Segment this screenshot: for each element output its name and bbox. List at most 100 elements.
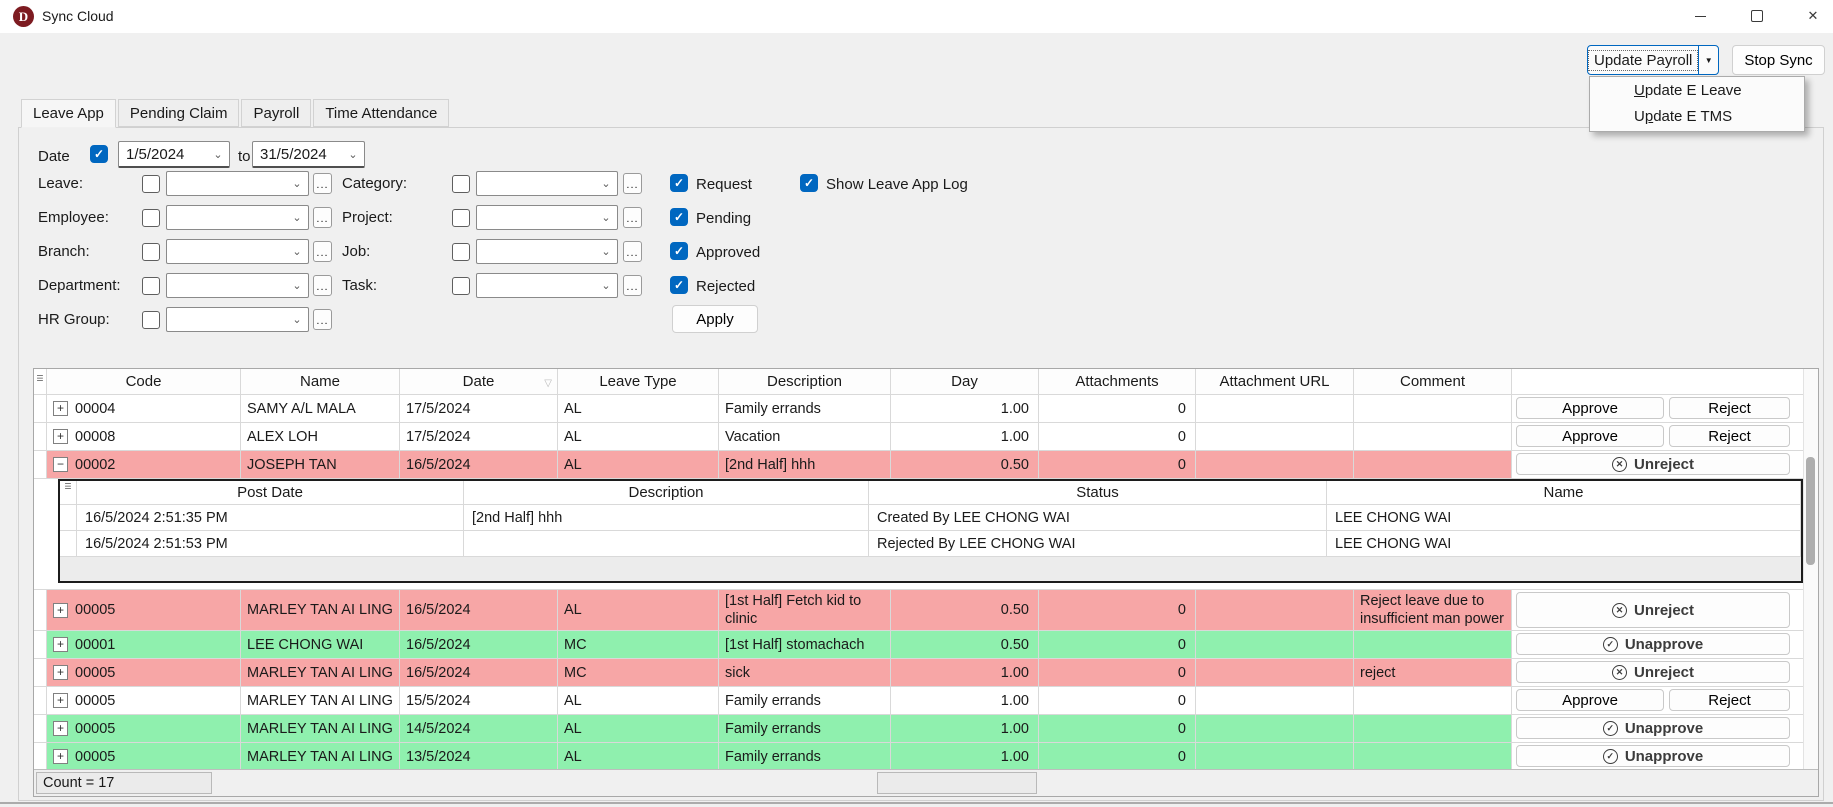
filter-more-button-task[interactable]: ... bbox=[623, 275, 642, 296]
filter-checkbox-hrgroup[interactable] bbox=[142, 311, 160, 329]
filter-more-button-project[interactable]: ... bbox=[623, 207, 642, 228]
maximize-button[interactable] bbox=[1733, 0, 1781, 32]
stop-sync-button[interactable]: Stop Sync bbox=[1732, 45, 1825, 75]
filter-more-button-leave[interactable]: ... bbox=[313, 173, 332, 194]
tab-pending-claim[interactable]: Pending Claim bbox=[118, 99, 240, 127]
unapprove-button[interactable]: ✓Unapprove bbox=[1516, 717, 1790, 739]
filter-checkbox-project[interactable] bbox=[452, 209, 470, 227]
filter-more-button-hrgroup[interactable]: ... bbox=[313, 309, 332, 330]
apply-button[interactable]: Apply bbox=[672, 305, 758, 333]
filter-more-button-job[interactable]: ... bbox=[623, 241, 642, 262]
status-label-request: Request bbox=[696, 176, 752, 193]
grid-header-cell-url[interactable]: Attachment URL bbox=[1196, 369, 1354, 395]
expand-row-icon[interactable]: + bbox=[53, 721, 68, 736]
unreject-button[interactable]: ✕Unreject bbox=[1516, 661, 1790, 683]
status-checkbox-rejected[interactable]: ✓ bbox=[670, 276, 688, 294]
grid-vscroll-thumb[interactable] bbox=[1806, 457, 1815, 565]
expand-row-icon[interactable]: + bbox=[53, 749, 68, 764]
expand-row-icon[interactable]: + bbox=[53, 429, 68, 444]
tab-leave-app[interactable]: Leave App bbox=[21, 99, 116, 128]
filter-checkbox-branch[interactable] bbox=[142, 243, 160, 261]
tab-payroll[interactable]: Payroll bbox=[241, 99, 311, 127]
filter-combobox-project[interactable]: ⌄ bbox=[476, 205, 618, 230]
update-payroll-split-button[interactable]: Update Payroll ▼ bbox=[1587, 45, 1719, 75]
filter-checkbox-department[interactable] bbox=[142, 277, 160, 295]
approve-button[interactable]: Approve bbox=[1516, 689, 1664, 711]
grid-header-cell-date[interactable]: Date▽ bbox=[400, 369, 558, 395]
tab-time-attendance[interactable]: Time Attendance bbox=[313, 99, 449, 127]
reject-button[interactable]: Reject bbox=[1669, 425, 1790, 447]
cell-leave-type: AL bbox=[558, 395, 719, 423]
filter-combobox-job[interactable]: ⌄ bbox=[476, 239, 618, 264]
grid-header-cell-code[interactable]: Code bbox=[47, 369, 241, 395]
expand-row-icon[interactable]: + bbox=[53, 637, 68, 652]
filter-checkbox-leave[interactable] bbox=[142, 175, 160, 193]
grid-header-cell-day[interactable]: Day bbox=[891, 369, 1039, 395]
table-row: +00008ALEX LOH17/5/2024ALVacation1.000Ap… bbox=[34, 423, 1818, 451]
filter-more-button-branch[interactable]: ... bbox=[313, 241, 332, 262]
cell-comment bbox=[1354, 395, 1512, 423]
grid-header-cell-att[interactable]: Attachments bbox=[1039, 369, 1196, 395]
expand-row-icon[interactable]: + bbox=[53, 693, 68, 708]
date-to-combobox[interactable]: 31/5/2024 ⌄ bbox=[252, 141, 365, 168]
filter-combobox-employee[interactable]: ⌄ bbox=[166, 205, 309, 230]
log-header-cell-post-date[interactable]: Post Date bbox=[77, 481, 464, 505]
cell-actions: ✓Unapprove bbox=[1512, 743, 1818, 771]
expand-row-icon[interactable]: + bbox=[53, 603, 68, 618]
cell-comment: reject bbox=[1354, 659, 1512, 687]
grid-header-cell-comment[interactable]: Comment bbox=[1354, 369, 1512, 395]
chevron-down-icon: ⌄ bbox=[286, 211, 308, 224]
filter-more-button-employee[interactable]: ... bbox=[313, 207, 332, 228]
unreject-button[interactable]: ✕Unreject bbox=[1516, 592, 1790, 628]
filter-combobox-task[interactable]: ⌄ bbox=[476, 273, 618, 298]
filter-checkbox-job[interactable] bbox=[452, 243, 470, 261]
action-label: Unapprove bbox=[1625, 748, 1703, 765]
approve-button[interactable]: Approve bbox=[1516, 397, 1664, 419]
filter-combobox-category[interactable]: ⌄ bbox=[476, 171, 618, 196]
approve-button[interactable]: Approve bbox=[1516, 425, 1664, 447]
filter-checkbox-employee[interactable] bbox=[142, 209, 160, 227]
menu-item-update-e-tms[interactable]: Update E TMS bbox=[1590, 104, 1804, 130]
show-leave-app-log-checkbox[interactable]: ✓ bbox=[800, 174, 818, 192]
cell-code: +00005 bbox=[47, 687, 241, 715]
reject-button[interactable]: Reject bbox=[1669, 397, 1790, 419]
date-filter-checkbox[interactable]: ✓ bbox=[90, 145, 108, 163]
row-indicator-cell bbox=[34, 659, 47, 687]
update-payroll-label-area[interactable]: Update Payroll bbox=[1588, 46, 1698, 74]
reject-button[interactable]: Reject bbox=[1669, 689, 1790, 711]
grid-header-cell-type[interactable]: Leave Type bbox=[558, 369, 719, 395]
minimize-button[interactable] bbox=[1676, 0, 1724, 32]
log-header-cell-description[interactable]: Description bbox=[464, 481, 869, 505]
status-checkbox-request[interactable]: ✓ bbox=[670, 174, 688, 192]
filter-more-button-department[interactable]: ... bbox=[313, 275, 332, 296]
status-checkbox-pending[interactable]: ✓ bbox=[670, 208, 688, 226]
filter-combobox-branch[interactable]: ⌄ bbox=[166, 239, 309, 264]
date-from-combobox[interactable]: 1/5/2024 ⌄ bbox=[118, 141, 230, 168]
update-payroll-dropdown-arrow[interactable]: ▼ bbox=[1698, 46, 1718, 74]
filter-checkbox-task[interactable] bbox=[452, 277, 470, 295]
unapprove-button[interactable]: ✓Unapprove bbox=[1516, 745, 1790, 767]
filter-combobox-leave[interactable]: ⌄ bbox=[166, 171, 309, 196]
grid-header-cell-desc[interactable]: Description bbox=[719, 369, 891, 395]
unapprove-button[interactable]: ✓Unapprove bbox=[1516, 633, 1790, 655]
filter-more-button-category[interactable]: ... bbox=[623, 173, 642, 194]
log-cell: 16/5/2024 2:51:35 PM bbox=[77, 505, 464, 531]
filter-checkbox-category[interactable] bbox=[452, 175, 470, 193]
chevron-down-icon: ⌄ bbox=[342, 148, 364, 161]
close-button[interactable]: ✕ bbox=[1789, 0, 1833, 32]
filter-label-hrgroup: HR Group: bbox=[38, 311, 110, 328]
filter-combobox-hrgroup[interactable]: ⌄ bbox=[166, 307, 309, 332]
collapse-row-icon[interactable]: − bbox=[53, 457, 68, 472]
log-header-cell-name[interactable]: Name bbox=[1327, 481, 1801, 505]
grid-vertical-scrollbar[interactable] bbox=[1803, 369, 1818, 771]
expand-row-icon[interactable]: + bbox=[53, 665, 68, 680]
filter-combobox-department[interactable]: ⌄ bbox=[166, 273, 309, 298]
log-header-row: ☰Post DateDescriptionStatusName bbox=[60, 481, 1801, 505]
cell-date: 17/5/2024 bbox=[400, 423, 558, 451]
grid-header-cell-name[interactable]: Name bbox=[241, 369, 400, 395]
unreject-button[interactable]: ✕Unreject bbox=[1516, 453, 1790, 475]
expand-row-icon[interactable]: + bbox=[53, 401, 68, 416]
log-header-cell-status[interactable]: Status bbox=[869, 481, 1327, 505]
status-checkbox-approved[interactable]: ✓ bbox=[670, 242, 688, 260]
menu-item-update-e-leave[interactable]: Update E Leave bbox=[1590, 78, 1804, 104]
